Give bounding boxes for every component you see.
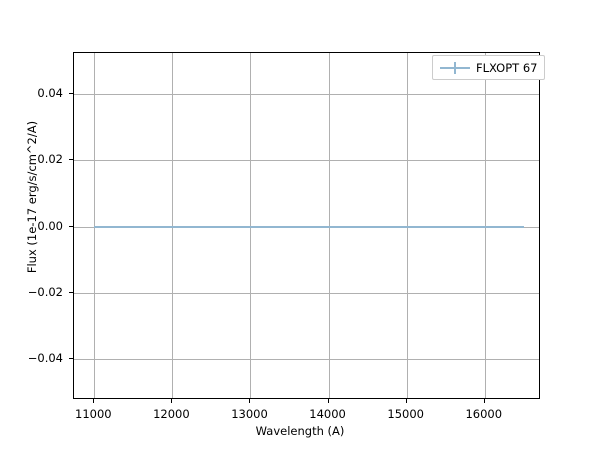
chart-legend[interactable]: FLXOPT 67 <box>432 55 546 80</box>
x-tick-mark <box>483 399 485 403</box>
x-tick-mark <box>93 399 95 403</box>
x-tick-label: 11000 <box>75 407 112 421</box>
plot-area <box>73 52 540 399</box>
gridline-horizontal <box>74 292 539 294</box>
x-tick-mark <box>249 399 251 403</box>
legend-entry-flxopt-67[interactable]: FLXOPT 67 <box>440 61 537 75</box>
y-tick-label: 0.04 <box>37 86 63 101</box>
gridline-horizontal <box>74 94 539 96</box>
x-tick-mark <box>327 399 329 403</box>
y-tick-mark <box>69 357 73 359</box>
y-tick-label: 0.02 <box>37 152 63 167</box>
y-tick-mark <box>69 291 73 293</box>
y-tick-mark <box>69 93 73 95</box>
data-series-line <box>94 225 524 228</box>
gridline-horizontal <box>74 358 539 360</box>
gridline-horizontal <box>74 160 539 162</box>
y-tick-label: −0.02 <box>27 284 63 299</box>
x-tick-label: 16000 <box>465 407 503 421</box>
y-axis-label: Flux (1e-17 erg/s/cm^2/A) <box>25 120 39 274</box>
y-tick-label: 0.00 <box>37 218 63 233</box>
x-tick-label: 14000 <box>309 407 346 421</box>
x-tick-label: 12000 <box>153 407 190 421</box>
y-tick-mark <box>69 159 73 161</box>
x-axis-label: Wavelength (A) <box>255 424 345 438</box>
x-tick-label: 15000 <box>387 407 424 421</box>
x-tick-label: 13000 <box>231 407 268 421</box>
y-tick-mark <box>69 225 73 227</box>
x-tick-mark <box>405 399 407 403</box>
y-tick-label: −0.04 <box>27 350 63 365</box>
legend-errorbar-marker-icon <box>440 61 470 75</box>
legend-label: FLXOPT 67 <box>476 60 538 75</box>
x-tick-mark <box>171 399 173 403</box>
